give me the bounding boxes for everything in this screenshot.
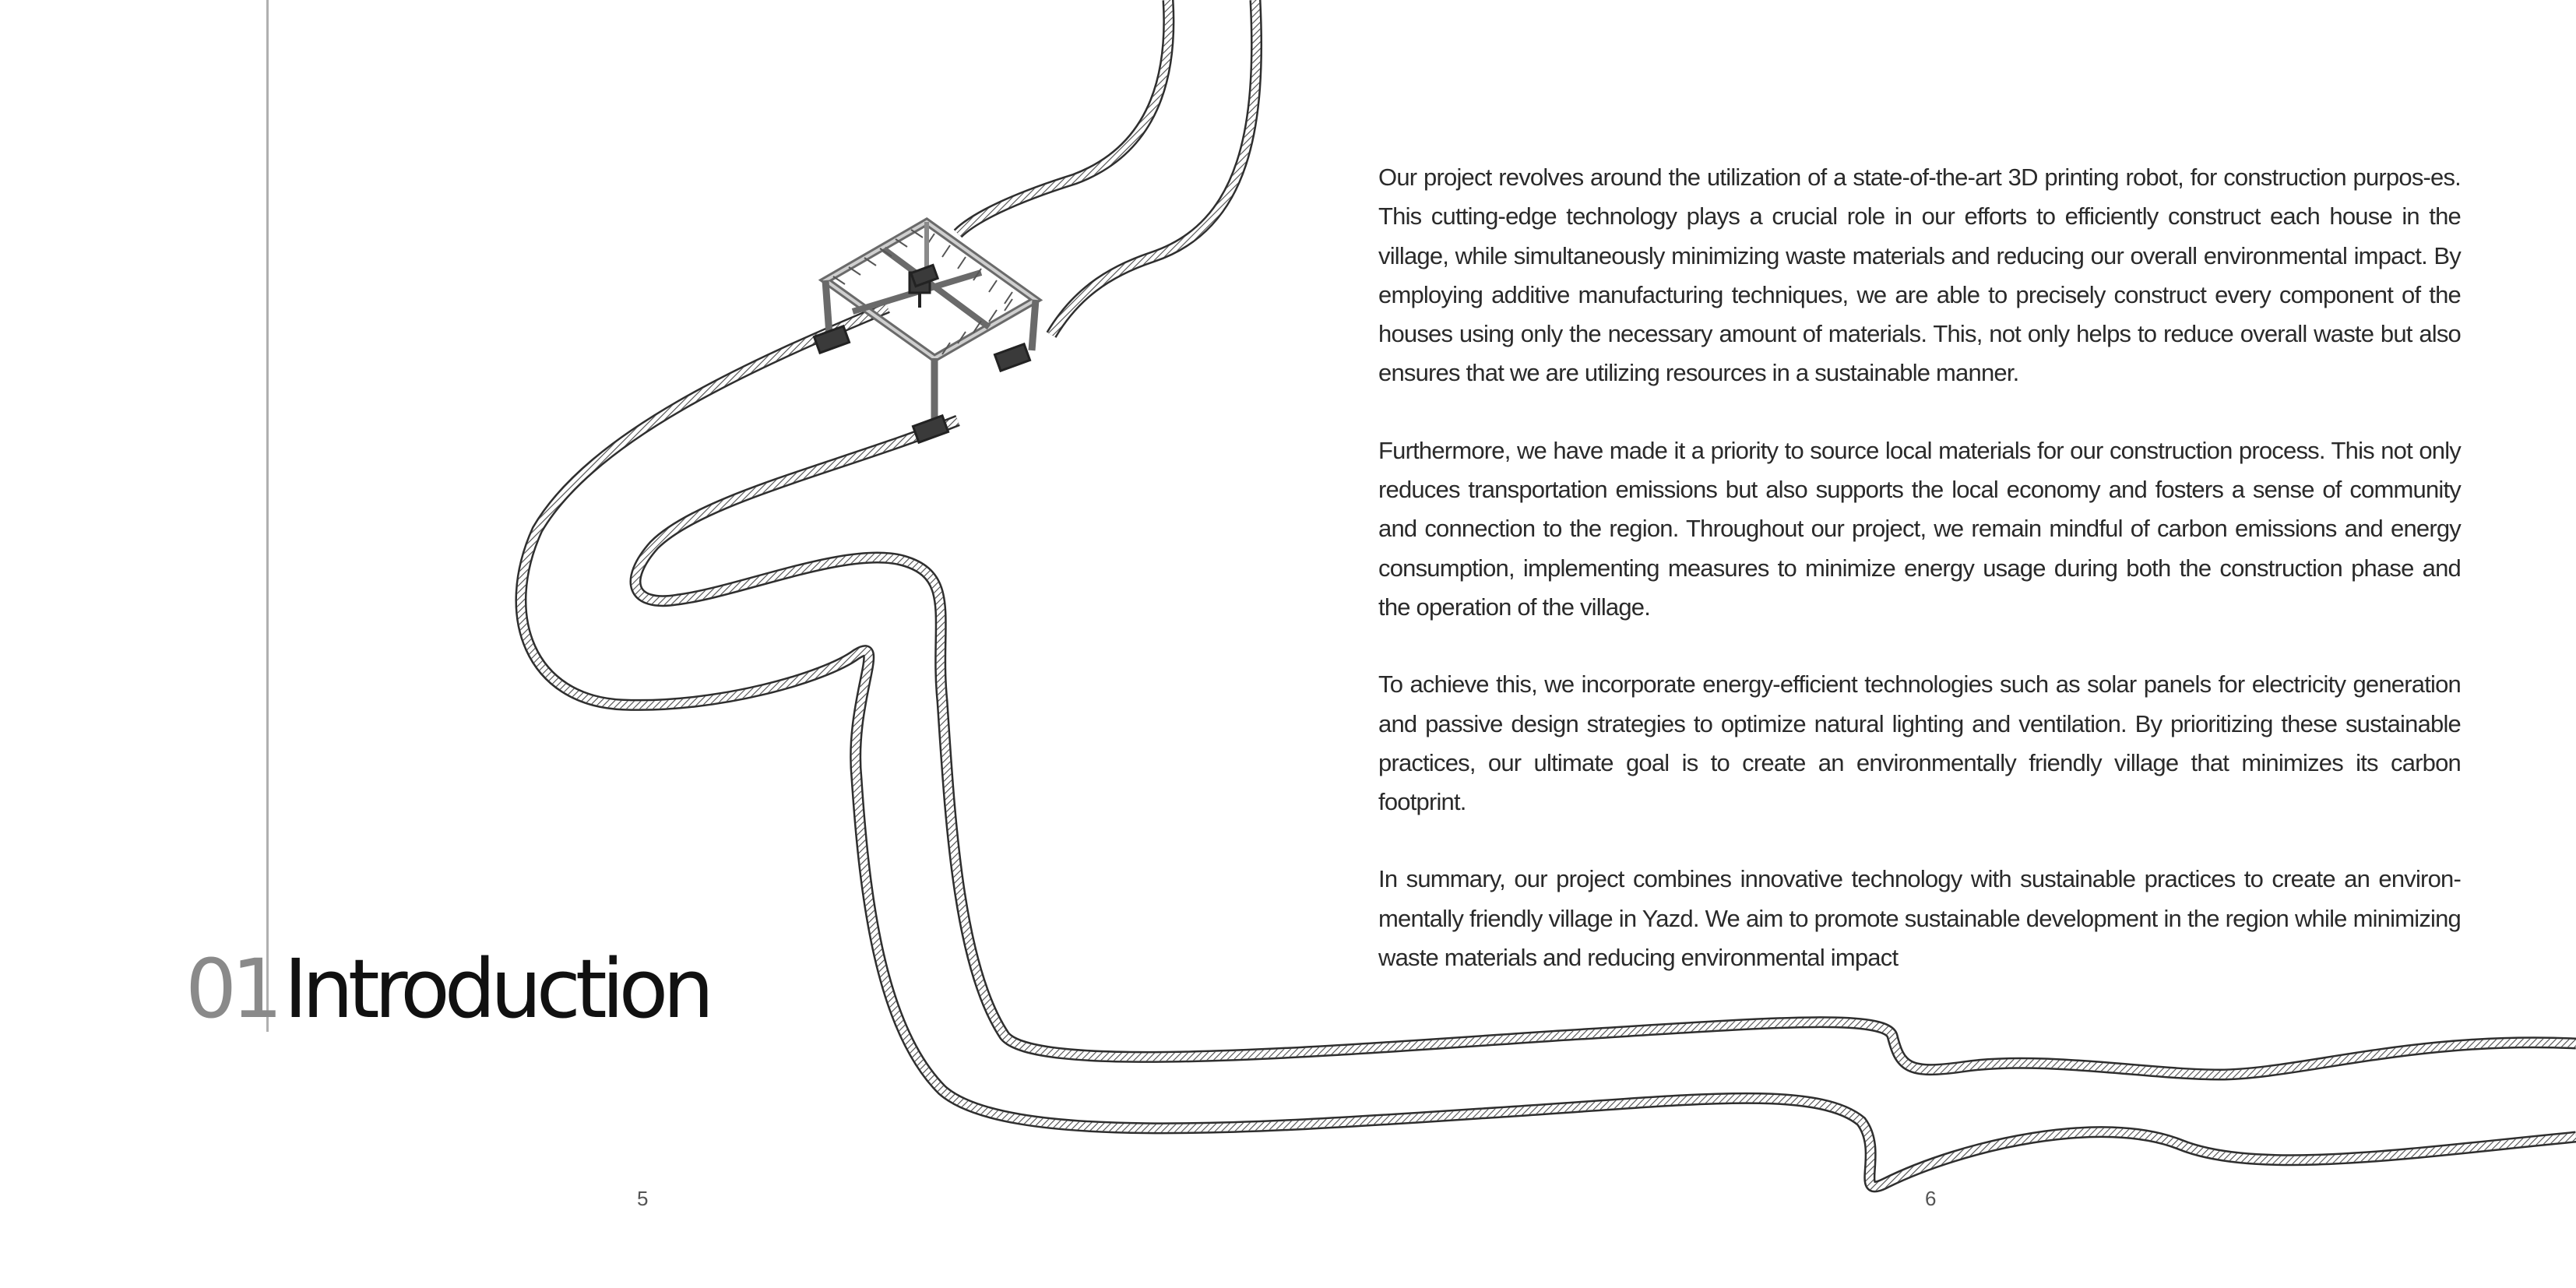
body-text: Our project revolves around the utilizat… [1378,158,2462,1015]
section-number: 01 [185,941,283,1036]
page-number-right: 6 [1925,1187,1937,1210]
page-number-left: 5 [637,1187,649,1210]
printed-path-outer [515,0,2576,1193]
paragraph-1: Our project revolves around the utilizat… [1378,164,2462,387]
paragraph-4: In summary, our project combines innovat… [1378,865,2462,972]
section-heading: 01Introduction [185,938,714,1040]
printing-robot-icon [812,217,1043,445]
paragraph-2: Furthermore, we have made it a priority … [1378,436,2462,621]
paragraph-3: To achieve this, we incorporate energy-e… [1378,670,2462,816]
section-title: Introduction [283,941,714,1036]
vertical-divider [266,0,269,1032]
printed-path-inner [629,0,2576,1081]
